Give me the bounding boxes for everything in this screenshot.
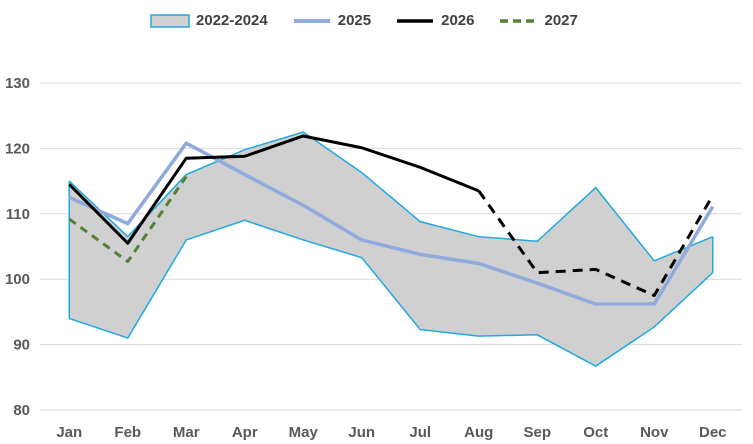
series-2026-solid-line bbox=[68, 134, 480, 245]
x-tick-label-jun: Jun bbox=[348, 424, 375, 441]
legend-item-band[interactable]: 2022-2024 bbox=[150, 12, 268, 29]
legend-item-2025[interactable]: 2025 bbox=[292, 12, 371, 29]
band-upper-edge bbox=[68, 131, 714, 262]
legend-item-2027[interactable]: 2027 bbox=[498, 12, 578, 29]
y-axis: 80 90 100 110 120 130 bbox=[5, 75, 30, 419]
x-tick-label-nov: Nov bbox=[640, 424, 669, 441]
series-lines bbox=[68, 134, 715, 306]
x-tick-label-aug: Aug bbox=[464, 424, 493, 441]
y-tick-label-90: 90 bbox=[13, 337, 30, 354]
x-tick-label-may: May bbox=[289, 424, 319, 441]
x-tick-label-dec: Dec bbox=[699, 424, 727, 441]
series-2025-line bbox=[68, 141, 715, 306]
y-tick-label-110: 110 bbox=[6, 206, 30, 223]
y-tick-label-80: 80 bbox=[13, 402, 30, 419]
x-tick-label-jan: Jan bbox=[56, 424, 82, 441]
y-tick-label-130: 130 bbox=[5, 75, 30, 92]
x-tick-label-sep: Sep bbox=[523, 424, 551, 441]
x-axis: Jan Feb Mar Apr May Jun Jul Aug Sep Oct Nov Dec bbox=[56, 424, 726, 441]
legend-label-2025: 2025 bbox=[337, 12, 372, 29]
legend-label-2026: 2026 bbox=[441, 12, 475, 29]
y-tick-label-100: 100 bbox=[5, 271, 30, 288]
legend-item-2026[interactable]: 2026 bbox=[395, 12, 474, 29]
x-tick-label-apr: Apr bbox=[232, 424, 258, 441]
x-tick-label-jul: Jul bbox=[409, 424, 431, 441]
legend-swatch-band bbox=[150, 13, 190, 28]
legend-label-2027: 2027 bbox=[544, 12, 578, 29]
legend-swatch-2026 bbox=[397, 18, 434, 23]
legend-swatch-2025 bbox=[293, 18, 330, 23]
chart-legend: 2022-2024 2025 2026 2027 bbox=[150, 12, 602, 29]
x-tick-label-mar: Mar bbox=[173, 424, 200, 441]
y-tick-label-120: 120 bbox=[5, 140, 30, 157]
series-2027-line bbox=[68, 175, 188, 264]
series-2026-dashed-line bbox=[477, 190, 715, 298]
range-band bbox=[68, 131, 714, 368]
band-area bbox=[69, 132, 713, 367]
x-tick-label-oct: Oct bbox=[583, 424, 608, 441]
legend-swatch-2027 bbox=[500, 18, 537, 23]
x-tick-label-feb: Feb bbox=[114, 424, 141, 441]
legend-label-band: 2022-2024 bbox=[196, 12, 268, 29]
band-lower-edge bbox=[69, 219, 714, 368]
